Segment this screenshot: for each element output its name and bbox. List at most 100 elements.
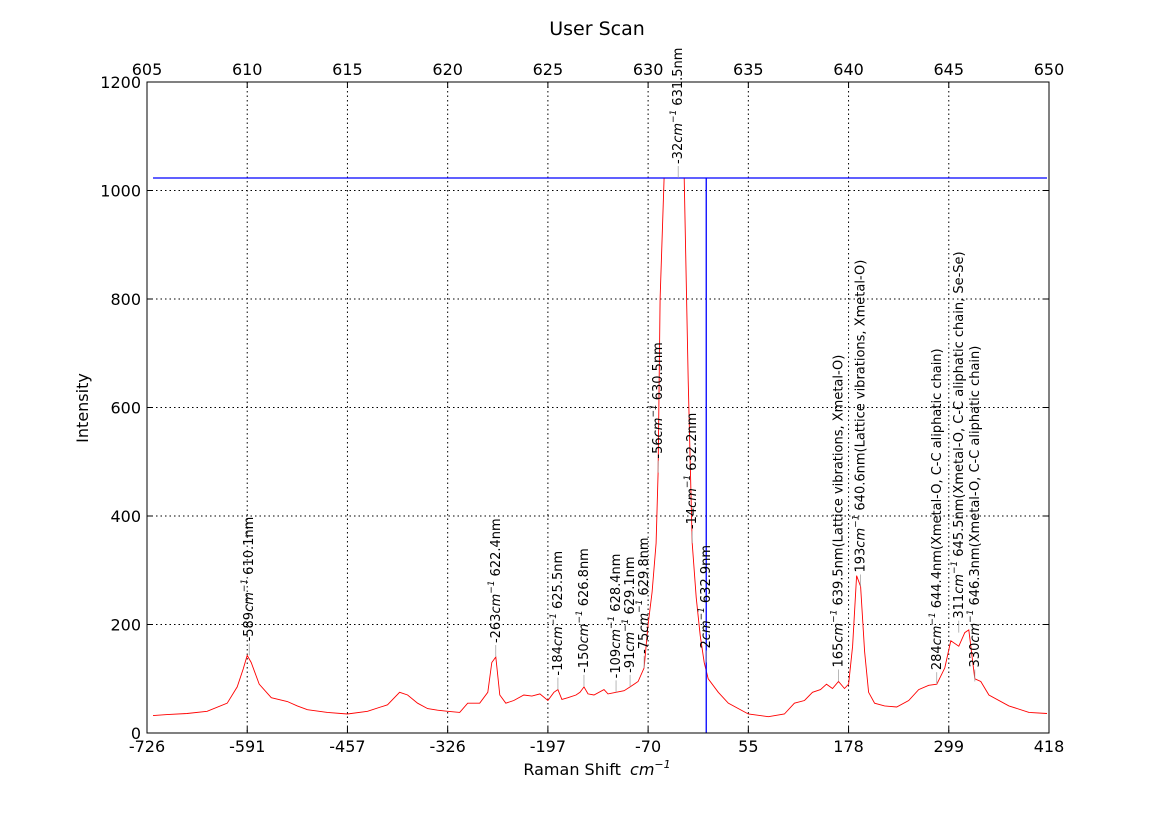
peak-annotation-label: -263cm−1 622.4nm	[487, 518, 504, 643]
annotation-unit: cm	[968, 623, 983, 643]
annotation-wavelength: 610.1nm	[242, 517, 257, 575]
annotation-unit-exp: −1	[240, 579, 250, 592]
peak-annotation-label: -150cm−1 626.8nm	[575, 548, 592, 673]
annotation-unit-exp: −1	[621, 619, 631, 632]
peak-annotation-label: -75cm−1 629.8nm	[635, 537, 652, 653]
peak-annotation-label: -184cm−1 625.5nm	[549, 551, 566, 676]
annotation-wavenumber: -56	[651, 437, 666, 458]
bottom-axis-tick-label: -326	[430, 737, 466, 756]
annotation-unit: cm	[651, 418, 666, 438]
bottom-axis-tick-label: -726	[129, 737, 165, 756]
annotation-unit: cm	[609, 629, 624, 649]
annotation-unit-exp: −1	[830, 610, 840, 623]
top-axis-tick-label: 635	[733, 60, 764, 79]
annotation-wavelength: 630.5nm	[651, 342, 666, 400]
annotation-unit: cm	[242, 592, 257, 612]
x-axis-label-text: Raman Shift	[523, 760, 621, 779]
annotation-wavenumber: 165	[832, 643, 847, 668]
annotation-wavelength: 644.4nm(Xmetal-O, C-C aliphatic chain)	[930, 348, 945, 608]
annotation-wavelength: 645.5nm(Xmetal-O, C-C aliphatic chain, S…	[952, 251, 967, 556]
annotation-unit-exp: −1	[669, 110, 679, 123]
top-axis-tick-label: 645	[934, 60, 965, 79]
annotation-unit: cm	[551, 626, 566, 646]
top-axis-tick-label: 605	[132, 60, 163, 79]
annotation-wavenumber: 311	[952, 594, 967, 619]
x-axis-unit: cm	[630, 760, 654, 779]
bottom-axis-tick-label: -70	[635, 737, 661, 756]
annotation-wavenumber: 193	[854, 548, 869, 573]
y-axis-tick-label: 1200	[100, 73, 141, 92]
y-axis-tick-label: 0	[131, 724, 141, 743]
top-axis-tick-label: 610	[232, 60, 263, 79]
annotation-unit: cm	[854, 528, 869, 548]
x-axis-label: Raman Shift cm−1	[523, 758, 670, 779]
y-axis-tick-label: 800	[110, 290, 141, 309]
annotation-unit-exp: −1	[950, 561, 960, 574]
annotation-unit-exp: −1	[928, 612, 938, 625]
annotation-unit-exp: −1	[487, 580, 497, 593]
annotation-wavelength: 639.5nm(Lattice vibrations, Xmetal-O)	[832, 355, 847, 606]
annotation-wavenumber: -91	[623, 652, 638, 673]
peak-annotation-label: 2cm−1 632.9nm	[697, 545, 714, 649]
y-axis-tick-label: 200	[110, 616, 141, 635]
annotation-wavelength: 632.2nm	[685, 413, 700, 471]
y-axis-tick-label: 1000	[100, 182, 141, 201]
annotation-wavenumber: -32	[671, 143, 686, 164]
annotation-wavelength: 622.4nm	[489, 518, 504, 576]
annotation-unit-exp: −1	[697, 607, 707, 620]
annotation-unit-exp: −1	[549, 613, 559, 626]
annotation-wavenumber: -184	[551, 646, 566, 676]
peak-annotation-label: -109cm−1 628.4nm	[607, 554, 624, 679]
top-axis-tick-label: 615	[332, 60, 363, 79]
grid-lines	[147, 82, 1049, 733]
annotation-unit-exp: −1	[575, 610, 585, 623]
bottom-axis-tick-label: -591	[229, 737, 265, 756]
top-axis-tick-label: 640	[833, 60, 864, 79]
annotation-unit-exp: −1	[966, 610, 976, 623]
annotation-unit-exp: −1	[683, 475, 693, 488]
bottom-axis-tick-label: 299	[934, 737, 965, 756]
peak-annotation-label: -14cm−1 632.2nm	[683, 413, 700, 529]
annotation-unit-exp: −1	[635, 600, 645, 613]
x-axis-unit-exp: −1	[654, 758, 670, 771]
peak-annotation-label: 193cm−1 640.6nm(Lattice vibrations, Xmeta…	[852, 260, 869, 573]
annotation-unit: cm	[685, 488, 700, 508]
annotation-wavenumber: -75	[637, 633, 652, 654]
annotation-unit-exp: −1	[649, 404, 659, 417]
annotation-wavenumber: -14	[685, 508, 700, 529]
annotation-wavenumber: 2	[699, 640, 714, 648]
annotation-wavelength: 646.3nm(Xmetal-O, C-C aliphatic chain)	[968, 346, 983, 606]
annotation-unit: cm	[930, 626, 945, 646]
annotation-unit-exp: −1	[852, 515, 862, 528]
annotation-unit: cm	[832, 623, 847, 643]
annotation-unit: cm	[577, 624, 592, 644]
annotation-wavenumber: -150	[577, 643, 592, 673]
peak-annotation-label: 165cm−1 639.5nm(Lattice vibrations, Xmeta…	[830, 355, 847, 668]
annotation-wavelength: 629.8nm	[637, 537, 652, 595]
peak-annotation-label: 284cm−1 644.4nm(Xmetal-O, C-C aliphatic c…	[928, 348, 945, 670]
y-axis-tick-label: 400	[110, 507, 141, 526]
peak-annotation-label: 330cm−1 646.3nm(Xmetal-O, C-C aliphatic c…	[966, 346, 983, 668]
annotation-wavenumber: -109	[609, 649, 624, 679]
annotation-wavelength: 640.6nm(Lattice vibrations, Xmetal-O)	[854, 260, 869, 511]
annotation-wavelength: 626.8nm	[577, 548, 592, 606]
peak-annotation-label: -589cm−1 610.1nm	[240, 517, 257, 642]
top-axis-tick-label: 625	[533, 60, 564, 79]
annotation-unit: cm	[489, 594, 504, 614]
top-axis-tick-label: 620	[432, 60, 463, 79]
annotation-wavenumber: 284	[930, 645, 945, 670]
annotation-wavelength: 631.5nm	[671, 48, 686, 106]
top-axis-tick-label: 650	[1034, 60, 1065, 79]
plot-area: -589cm−1610.1nm-263cm−1622.4nm-184cm−162…	[152, 48, 1048, 733]
annotation-unit: cm	[699, 620, 714, 640]
peak-annotations: -589cm−1610.1nm-263cm−1622.4nm-184cm−162…	[240, 48, 983, 693]
plot-frame	[146, 81, 1050, 734]
top-axis-tick-label: 630	[633, 60, 664, 79]
annotation-unit-exp: −1	[607, 616, 617, 629]
bottom-axis-tick-label: -197	[530, 737, 566, 756]
annotation-unit: cm	[637, 613, 652, 633]
y-axis-tick-label: 600	[110, 399, 141, 418]
peak-annotation-label: 311cm−1 645.5nm(Xmetal-O, C-C aliphatic c…	[950, 251, 967, 618]
peak-annotation-label: -32cm−1 631.5nm	[669, 48, 686, 164]
